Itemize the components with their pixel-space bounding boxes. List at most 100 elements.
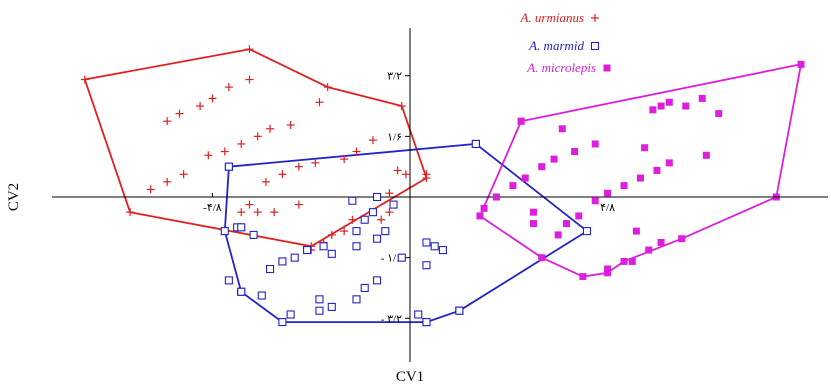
square-point (422, 261, 431, 270)
plus-point (270, 208, 279, 217)
plus-point (591, 14, 599, 22)
x-tick-label: -۴/۸ (203, 202, 222, 214)
square-point (257, 291, 266, 300)
plus-point (422, 170, 431, 179)
filled-square-point (529, 208, 537, 216)
plus-point (245, 75, 254, 84)
filled-square-point (665, 159, 673, 167)
plus-point (315, 98, 324, 107)
filled-square-point (480, 204, 488, 212)
filled-square-point (603, 64, 611, 72)
square-point (590, 41, 600, 51)
filled-square-point (575, 212, 583, 220)
plus-point (261, 177, 270, 186)
hull-layer (80, 45, 805, 327)
plus-point (294, 162, 303, 171)
square-point (422, 238, 431, 247)
plus-point (323, 83, 332, 92)
hull-a--microlepis (479, 63, 802, 278)
square-point (352, 242, 361, 251)
filled-square-point (604, 269, 612, 277)
plus-point (224, 83, 233, 92)
plus-point (237, 139, 246, 148)
square-point (278, 257, 287, 266)
filled-square-point (632, 227, 640, 235)
filled-square-point (678, 235, 686, 243)
plus-point (237, 208, 246, 217)
filled-square-point (657, 102, 665, 110)
plus-point (80, 75, 89, 84)
plus-point (352, 147, 361, 156)
square-point (352, 227, 361, 236)
legend-label: A. microlepis (526, 60, 596, 75)
filled-square-point (591, 140, 599, 148)
plus-point (311, 158, 320, 167)
y-axis-label: CV2 (6, 183, 22, 211)
plus-point (278, 170, 287, 179)
legend-label: A. urmianus (519, 10, 584, 25)
plus-point (340, 227, 349, 236)
plus-point (253, 132, 262, 141)
filled-square-point (604, 265, 612, 273)
plus-point (286, 120, 295, 129)
square-point (249, 230, 258, 239)
plus-point (208, 94, 217, 103)
filled-square-point (558, 125, 566, 133)
tick-layer: -۴/۸ ۴/۸ ۳/۲ ۱/۶ - ۱/۶ - ۳/۲ (203, 71, 615, 326)
plus-point (146, 185, 155, 194)
filled-square-point (657, 238, 665, 246)
square-point (471, 139, 480, 148)
x-axis-label: CV1 (396, 369, 424, 385)
x-tick-label: ۴/۸ (600, 202, 615, 214)
square-point (438, 246, 447, 255)
plus-point (204, 151, 213, 160)
plus-point (175, 109, 184, 118)
plus-point (126, 208, 135, 217)
square-point (319, 242, 328, 251)
square-point (373, 234, 382, 243)
plus-point (245, 200, 254, 209)
axes (52, 28, 828, 362)
y-tick-label: ۳/۲ (387, 71, 402, 83)
filled-square-point (620, 182, 628, 190)
plus-point (196, 102, 205, 111)
filled-square-point (550, 155, 558, 163)
square-point (237, 287, 246, 296)
square-point (373, 276, 382, 285)
square-point (455, 306, 464, 315)
filled-square-point (554, 231, 562, 239)
filled-square-point (591, 197, 599, 205)
filled-square-point (509, 182, 517, 190)
plus-point (163, 117, 172, 126)
filled-square-point (562, 220, 570, 228)
square-point (303, 246, 312, 255)
legend-label: A. marmid (528, 38, 584, 53)
filled-square-point (715, 110, 723, 118)
square-point (381, 227, 390, 236)
filled-square-point (797, 60, 805, 68)
filled-square-point (517, 117, 525, 125)
square-point (360, 283, 369, 293)
plus-point (348, 215, 357, 224)
hull-a--urmianus (83, 48, 428, 248)
filled-square-point (682, 102, 690, 110)
plus-point (220, 147, 229, 156)
y-tick-label: ۱/۶ (387, 131, 402, 143)
square-point (389, 200, 398, 209)
square-point (266, 264, 275, 274)
square-point (286, 310, 295, 319)
filled-square-point (653, 166, 661, 174)
square-point (224, 162, 233, 171)
filled-square-point (649, 106, 657, 114)
y-tick-label: - ۱/۶ (381, 253, 402, 265)
square-point (237, 223, 246, 232)
plus-point (385, 208, 394, 217)
filled-square-point (571, 148, 579, 156)
filled-square-point (628, 257, 636, 265)
plus-point (327, 230, 336, 239)
square-point (290, 253, 299, 262)
filled-square-point (521, 174, 529, 182)
plus-point (368, 136, 377, 145)
plus-point (385, 189, 394, 198)
